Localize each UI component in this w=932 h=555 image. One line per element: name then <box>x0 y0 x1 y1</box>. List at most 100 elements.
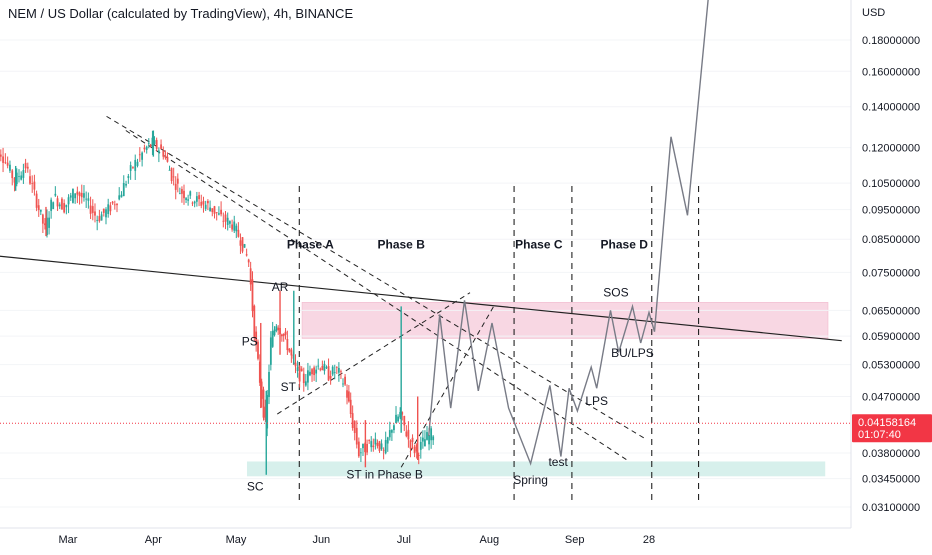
candle-body <box>111 201 114 204</box>
candle-body <box>44 223 46 226</box>
y-tick-10: 0.05300000 <box>862 360 920 372</box>
candle-body <box>304 381 307 386</box>
candle-body <box>96 219 99 221</box>
candle-body <box>384 440 387 454</box>
candle-body <box>11 170 14 179</box>
candle-body <box>368 440 371 441</box>
price-layer <box>0 130 435 475</box>
candle-body <box>321 365 324 371</box>
candle-body <box>138 154 141 156</box>
candle-body <box>39 209 42 212</box>
candle-body <box>220 209 222 215</box>
candle-body <box>61 198 63 210</box>
candle-body <box>125 183 127 186</box>
candle-body <box>31 183 34 185</box>
candle-body <box>20 175 23 180</box>
trendline-0 <box>0 255 842 342</box>
candle-body <box>313 367 315 376</box>
candle-body <box>211 208 214 213</box>
annotation-bu-lps: BU/LPS <box>611 346 654 360</box>
candle-body <box>307 370 309 383</box>
candle-body <box>170 168 173 181</box>
candle-body <box>290 349 293 356</box>
candle-body <box>109 205 112 212</box>
candle-body <box>113 204 116 206</box>
x-tick-1: Apr <box>145 534 162 546</box>
candle-body <box>241 237 244 252</box>
candle-body <box>419 441 422 450</box>
candle-body <box>374 438 377 445</box>
candle-body <box>378 441 381 451</box>
candle-body <box>251 279 254 312</box>
candle-body <box>325 367 328 369</box>
candle-body <box>390 430 393 433</box>
candle-body <box>206 201 209 204</box>
candle-body <box>15 172 18 185</box>
candle-body <box>74 193 77 199</box>
projection-layer <box>428 0 709 466</box>
candle-body <box>372 445 375 448</box>
candle-body <box>24 162 27 169</box>
candle-body <box>386 437 389 444</box>
time-axis-panel[interactable] <box>0 528 851 550</box>
x-tick-labels: Mar Apr May Jun Jul Aug Sep 28 <box>59 534 656 546</box>
candle-body <box>78 192 81 197</box>
candle-body <box>157 150 160 153</box>
candle-body <box>155 139 158 149</box>
y-tick-3: 0.12000000 <box>862 143 920 155</box>
x-tick-4: Jul <box>397 534 411 546</box>
candle-body <box>147 142 150 144</box>
candle-body <box>69 195 72 198</box>
candle-body <box>200 201 203 206</box>
projection-path <box>428 0 709 466</box>
candle-body <box>233 221 236 231</box>
candle-body <box>65 204 68 208</box>
candle-body <box>176 178 179 184</box>
candle-body <box>403 415 406 426</box>
candle-body <box>120 194 123 198</box>
candle-body <box>235 225 238 232</box>
candle-body <box>245 254 248 256</box>
candle-body <box>424 439 426 447</box>
candle-body <box>0 154 2 157</box>
candle-body <box>9 164 11 171</box>
candle-body <box>395 414 397 424</box>
trendline-2 <box>106 115 647 440</box>
candle-body <box>160 144 162 149</box>
candle-body <box>98 216 101 222</box>
candle-body <box>166 156 169 162</box>
annotation-st-in-phase-b: ST in Phase B <box>346 468 423 482</box>
candle-body <box>237 229 240 237</box>
candle-body <box>191 202 194 204</box>
candle-body <box>282 333 285 337</box>
candle-body <box>26 166 29 169</box>
candle-body <box>116 203 118 206</box>
candle-body <box>309 371 311 376</box>
candle-body <box>153 140 156 144</box>
candle-body <box>213 206 216 214</box>
trendline-3 <box>277 292 471 415</box>
y-tick-12: 0.03800000 <box>862 448 920 460</box>
candle-body <box>311 369 313 375</box>
candle-body <box>247 259 250 263</box>
y-tick-4: 0.10500000 <box>862 178 920 190</box>
candle-body <box>4 161 7 163</box>
candle-body <box>33 181 36 190</box>
candle-body <box>118 195 121 200</box>
candle-body <box>217 213 220 215</box>
annotation-ar: AR <box>272 280 289 294</box>
candle-body <box>366 443 369 453</box>
y-tick-13: 0.03450000 <box>862 474 920 486</box>
candle-body <box>198 195 200 200</box>
candle-body <box>162 150 165 157</box>
annotation-st: ST <box>281 380 297 394</box>
zone-0 <box>301 302 829 339</box>
zones-layer <box>246 302 829 477</box>
candle-body <box>87 198 90 201</box>
candle-body <box>382 449 385 451</box>
annotation-test: test <box>548 455 568 469</box>
candle-body <box>249 268 252 285</box>
candle-body <box>335 367 338 368</box>
